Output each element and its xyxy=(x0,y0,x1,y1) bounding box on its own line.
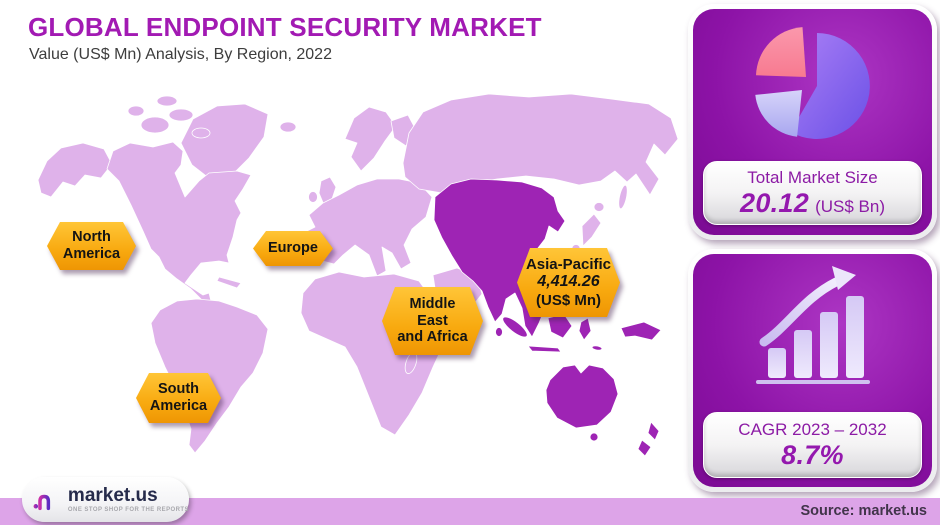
cagr-stat: CAGR 2023 – 2032 8.7% xyxy=(703,412,922,478)
region-label-middle-east-africa-badge: Middle East and Africa xyxy=(382,287,483,355)
cagr-value: 8.7% xyxy=(781,439,844,470)
page-title: GLOBAL ENDPOINT SECURITY MARKET xyxy=(28,12,542,42)
region-label-text: America xyxy=(149,398,208,414)
total-market-size-stat: Total Market Size 20.12 (US$ Bn) xyxy=(703,161,922,225)
region-label-text: America xyxy=(62,246,121,262)
region-label-asia-pacific: Asia-Pacific 4,414.26 (US$ Mn) xyxy=(517,248,620,317)
region-label-text: South xyxy=(157,381,200,398)
region-label-text: Asia-Pacific xyxy=(525,256,612,274)
growth-bar-chart-icon xyxy=(756,266,870,384)
page-subtitle: Value (US$ Mn) Analysis, By Region, 2022 xyxy=(29,46,332,63)
region-label-south-america: South America xyxy=(136,373,221,423)
total-market-size-value: 20.12 xyxy=(740,187,810,218)
region-label-middle-east-africa: Middle East and Africa xyxy=(382,287,483,355)
cagr-card-body: CAGR 2023 – 2032 8.7% xyxy=(693,254,932,487)
region-label-text: and Africa xyxy=(397,329,468,346)
source-text: Source: market.us xyxy=(800,503,927,519)
total-market-size-card: Total Market Size 20.12 (US$ Bn) xyxy=(688,4,937,240)
region-label-text: Middle xyxy=(409,295,456,312)
region-label-asia-pacific-badge: Asia-Pacific 4,414.26 (US$ Mn) xyxy=(517,248,620,317)
region-value: 4,414.26 xyxy=(537,273,600,291)
total-market-size-card-body: Total Market Size 20.12 (US$ Bn) xyxy=(693,9,932,235)
marketus-brand-text: market.us xyxy=(67,484,158,506)
region-label-europe: Europe xyxy=(253,231,333,266)
marketus-logo: market.us ONE STOP SHOP FOR THE REPORTS xyxy=(22,477,189,522)
pie-chart-icon xyxy=(755,27,870,139)
region-label-europe-badge: Europe xyxy=(253,231,333,266)
total-market-size-unit: (US$ Bn) xyxy=(815,196,885,216)
cagr-card: CAGR 2023 – 2032 8.7% xyxy=(688,249,937,492)
region-label-text: East xyxy=(417,312,448,329)
region-label-north-america: North America xyxy=(47,222,136,270)
marketus-tagline: ONE STOP SHOP FOR THE REPORTS xyxy=(67,507,189,514)
marketus-logo-icon xyxy=(33,492,60,510)
region-label-south-america-badge: South America xyxy=(136,373,221,423)
region-label-text: North xyxy=(72,229,111,246)
region-label-north-america-badge: North America xyxy=(47,222,136,270)
total-market-size-label: Total Market Size xyxy=(747,167,878,187)
region-label-text: Europe xyxy=(268,240,318,257)
cagr-label: CAGR 2023 – 2032 xyxy=(738,419,887,439)
region-value-unit: (US$ Mn) xyxy=(536,291,601,309)
